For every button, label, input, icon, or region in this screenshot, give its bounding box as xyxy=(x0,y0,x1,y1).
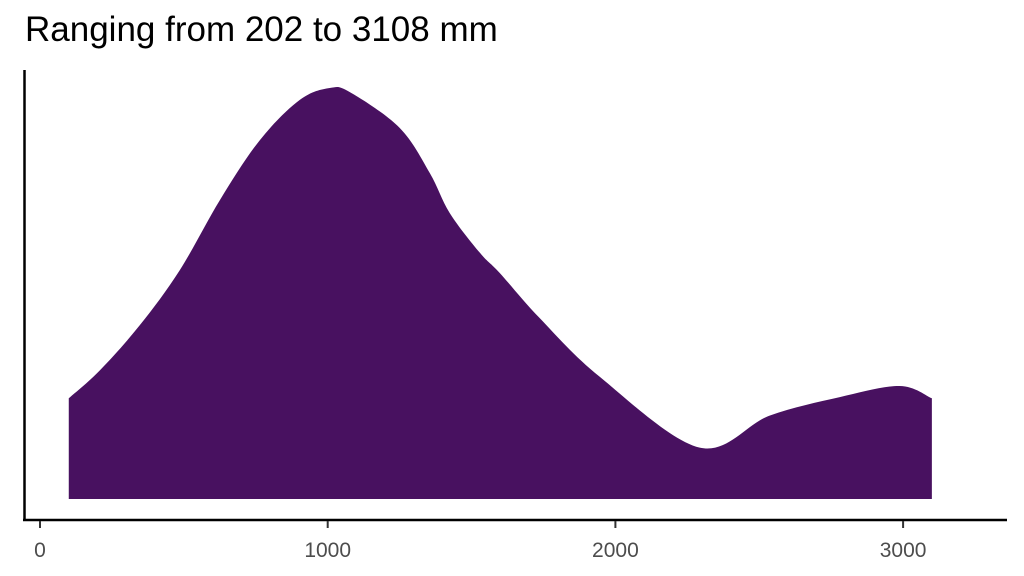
x-tick-label: 3000 xyxy=(880,539,927,562)
x-tick-label: 0 xyxy=(34,539,46,562)
density-area xyxy=(68,86,932,499)
x-tick-label: 1000 xyxy=(304,539,351,562)
x-axis-ticks: 0 1000 2000 3000 xyxy=(34,521,926,562)
x-tick-label: 2000 xyxy=(592,539,639,562)
chart-title: Ranging from 202 to 3108 mm xyxy=(25,10,498,49)
